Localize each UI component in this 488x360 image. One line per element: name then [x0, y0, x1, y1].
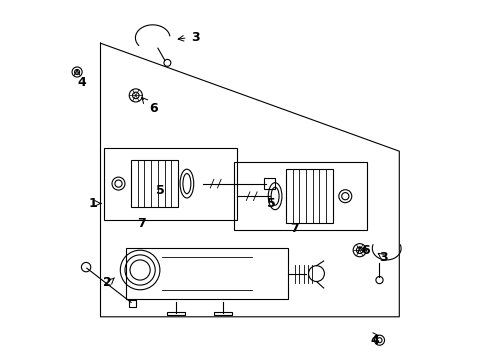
Bar — [129, 300, 136, 307]
Bar — [233, 162, 366, 230]
Text: 2: 2 — [103, 276, 112, 289]
Text: 4: 4 — [370, 334, 378, 347]
Text: 3: 3 — [191, 31, 200, 44]
Text: 1: 1 — [88, 197, 97, 210]
Text: 7: 7 — [137, 217, 146, 230]
Bar — [104, 148, 237, 220]
Text: 5: 5 — [155, 184, 164, 197]
Bar — [167, 312, 185, 315]
Text: 5: 5 — [266, 197, 275, 210]
Text: 4: 4 — [77, 76, 86, 89]
Bar — [285, 169, 332, 223]
Text: 6: 6 — [149, 102, 158, 114]
Text: 6: 6 — [360, 244, 368, 257]
Bar — [264, 178, 275, 189]
Bar — [213, 312, 231, 315]
Text: 7: 7 — [289, 222, 298, 235]
Bar — [125, 248, 287, 299]
Text: 3: 3 — [378, 251, 386, 264]
Bar — [131, 160, 178, 207]
